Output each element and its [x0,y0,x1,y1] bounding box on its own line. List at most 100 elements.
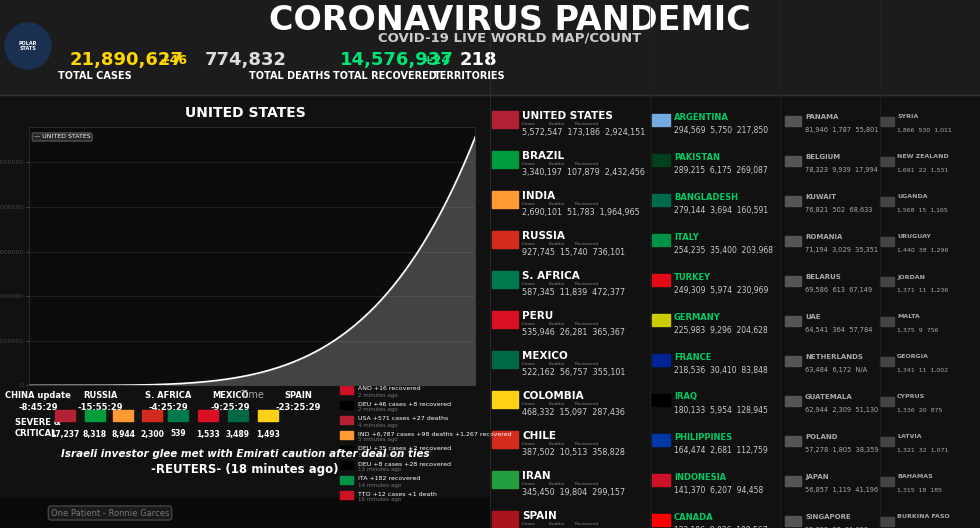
Bar [785,156,801,166]
Bar [652,474,670,486]
Text: 62,944  2,309  51,130: 62,944 2,309 51,130 [805,407,878,413]
Text: KUWAIT: KUWAIT [805,194,836,200]
Bar [340,461,353,469]
Bar [340,401,353,409]
Text: +46: +46 [160,53,188,67]
Text: 21,890,627: 21,890,627 [70,51,184,69]
Text: TOTAL CASES: TOTAL CASES [58,71,132,81]
Text: UNITED STATES: UNITED STATES [184,106,306,120]
Text: 218: 218 [460,51,498,69]
Text: 2,690,101  51,783  1,964,965: 2,690,101 51,783 1,964,965 [522,209,640,218]
Text: 535,946  26,281  365,367: 535,946 26,281 365,367 [522,328,625,337]
Text: 345,450  19,804  299,157: 345,450 19,804 299,157 [522,488,625,497]
Text: -23:25:29: -23:25:29 [275,403,320,412]
Text: USA +571 cases +27 deaths: USA +571 cases +27 deaths [358,417,448,421]
Text: Generated as of UTC 2020/08/17 19:28:26: Generated as of UTC 2020/08/17 19:28:26 [332,378,465,382]
Text: LATVIA: LATVIA [897,435,921,439]
Text: INDIA: INDIA [522,191,555,201]
Text: 1,568  15  1,165: 1,568 15 1,165 [897,208,948,212]
Text: -8:45:29: -8:45:29 [19,403,58,412]
Text: 16 minutes ago: 16 minutes ago [358,497,401,503]
Bar [652,514,670,526]
Text: TOTAL RECOVERED: TOTAL RECOVERED [333,71,437,81]
Text: MEXICO: MEXICO [522,351,567,361]
Text: 774,832: 774,832 [205,51,287,69]
Text: 5 minutes ago: 5 minutes ago [358,438,398,442]
Bar [880,237,894,246]
Text: UGANDA: UGANDA [897,194,928,200]
Bar [492,311,518,328]
Bar [492,471,518,488]
Text: CORONAVIRUS PANDEMIC: CORONAVIRUS PANDEMIC [270,4,751,36]
Text: 218,536  30,410  83,848: 218,536 30,410 83,848 [674,365,767,374]
Bar [142,410,162,421]
Text: PERU: PERU [522,311,554,321]
Text: IRAQ: IRAQ [674,392,697,401]
Bar [785,516,801,526]
Bar [785,276,801,286]
Bar [492,391,518,408]
Bar [340,446,353,454]
Text: 225,983  9,296  204,628: 225,983 9,296 204,628 [674,325,767,335]
Text: DEU +8 cases +28 recovered: DEU +8 cases +28 recovered [358,461,451,467]
Text: 56,857  1,119  41,196: 56,857 1,119 41,196 [805,487,878,493]
Text: BANGLADESH: BANGLADESH [674,193,738,202]
Text: 2,300: 2,300 [140,429,164,438]
Text: TERRITORIES: TERRITORIES [434,71,506,81]
Text: -4:25:29: -4:25:29 [148,403,188,412]
Text: Cases          Deaths        Recovered: Cases Deaths Recovered [522,282,598,286]
Text: AND +16 recovered: AND +16 recovered [358,386,420,391]
Bar [880,277,894,286]
Bar [785,236,801,246]
Text: 3,340,197  107,879  2,432,456: 3,340,197 107,879 2,432,456 [522,168,645,177]
Text: S. AFRICA: S. AFRICA [522,271,580,281]
Text: BAHAMAS: BAHAMAS [897,475,933,479]
Bar [228,410,248,421]
Text: 587,345  11,839  472,377: 587,345 11,839 472,377 [522,288,625,297]
Text: 78,323  9,939  17,994: 78,323 9,939 17,994 [805,167,878,173]
Text: CANADA: CANADA [674,513,713,522]
Text: -REUTERS- (18 minutes ago): -REUTERS- (18 minutes ago) [151,464,339,476]
Bar [785,436,801,446]
Text: 468,332  15,097  287,436: 468,332 15,097 287,436 [522,409,625,418]
Text: Cases          Deaths        Recovered: Cases Deaths Recovered [522,242,598,246]
Text: MALTA: MALTA [897,315,920,319]
Text: 3,489: 3,489 [226,429,250,438]
Text: 1,371  11  1,236: 1,371 11 1,236 [897,288,949,293]
Bar [340,416,353,424]
Bar [492,431,518,448]
Bar [652,154,670,166]
Text: Cases          Deaths        Recovered: Cases Deaths Recovered [522,362,598,366]
Bar [880,157,894,166]
Text: GUATEMALA: GUATEMALA [805,394,853,400]
Text: 1,341  11  1,002: 1,341 11 1,002 [897,367,948,372]
Text: 8,318: 8,318 [83,429,107,438]
Bar [652,114,670,126]
Bar [492,351,518,368]
Bar [492,271,518,288]
Bar [492,511,518,528]
Bar [880,317,894,326]
Text: 164,474  2,681  112,759: 164,474 2,681 112,759 [674,446,767,455]
Text: S. AFRICA: S. AFRICA [145,391,191,401]
Bar [785,316,801,326]
Text: BELARUS: BELARUS [805,274,841,280]
Text: SPAIN: SPAIN [284,391,312,401]
Text: Cases          Deaths        Recovered: Cases Deaths Recovered [522,322,598,326]
Text: 14,576,937: 14,576,937 [340,51,454,69]
Text: 539: 539 [171,429,186,438]
Bar [492,151,518,168]
Bar [880,517,894,526]
Circle shape [5,23,51,69]
Text: 180,133  5,954  128,945: 180,133 5,954 128,945 [674,406,768,414]
Text: Cases          Deaths        Recovered: Cases Deaths Recovered [522,482,598,486]
Text: POLAR
STATS: POLAR STATS [19,41,37,51]
Text: -15:55:29: -15:55:29 [77,403,122,412]
Text: 522,162  56,757  355,101: 522,162 56,757 355,101 [522,369,625,378]
Text: PHILIPPINES: PHILIPPINES [674,432,732,441]
Bar [55,410,75,421]
Text: 1,691  22  1,531: 1,691 22 1,531 [897,167,949,173]
Bar [880,197,894,206]
Bar [340,476,353,484]
Bar [880,397,894,406]
